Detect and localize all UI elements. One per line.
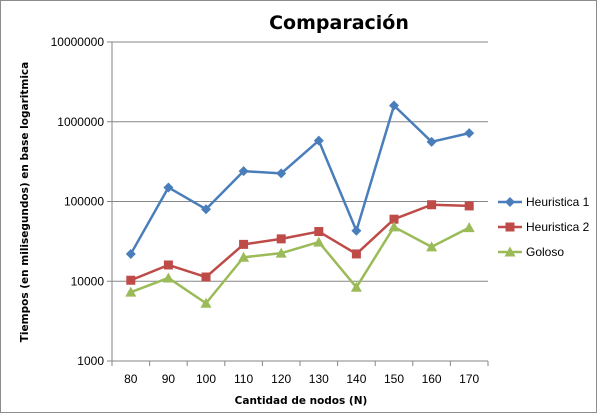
data-point <box>162 272 174 283</box>
legend-label: Heuristica 1 <box>526 195 590 209</box>
data-point <box>350 281 362 292</box>
legend-item: Goloso <box>498 245 564 259</box>
legend-item: Heuristica 2 <box>498 220 590 234</box>
x-tick-label: 80 <box>124 372 138 386</box>
data-point <box>163 260 173 270</box>
y-tick-label: 1000000 <box>57 115 104 129</box>
x-tick-label: 130 <box>309 372 329 386</box>
series-line <box>130 203 470 282</box>
x-tick-label: 90 <box>162 372 176 386</box>
data-point <box>464 201 474 211</box>
x-tick-label: 110 <box>234 372 253 386</box>
data-point <box>200 297 212 308</box>
data-point <box>464 128 475 139</box>
data-point <box>314 227 324 237</box>
chart-title: Comparación <box>269 12 409 34</box>
legend: Heuristica 1 Heuristica 2 Goloso <box>498 195 590 259</box>
series-line <box>130 225 470 305</box>
y-tick-label: 100000 <box>64 195 104 209</box>
data-point <box>275 247 287 258</box>
data-point <box>201 204 211 215</box>
data-point <box>238 166 249 177</box>
legend-item: Heuristica 1 <box>498 195 590 209</box>
legend-label: Heuristica 2 <box>526 220 590 234</box>
data-point <box>426 241 438 252</box>
data-point <box>125 286 137 297</box>
x-tick-label: 160 <box>422 372 442 386</box>
data-point <box>351 225 362 236</box>
data-point <box>276 168 287 179</box>
legend-marker <box>504 246 516 257</box>
legend-marker <box>505 197 515 207</box>
data-point <box>426 136 437 147</box>
data-point <box>389 100 399 111</box>
data-point <box>125 248 136 259</box>
data-point <box>313 135 324 146</box>
data-point <box>313 236 325 247</box>
data-point <box>238 251 250 262</box>
x-tick-label: 120 <box>271 372 291 386</box>
x-tick-label: 150 <box>384 372 404 386</box>
x-tick-label: 170 <box>459 372 479 386</box>
series-heuristica-1 <box>125 100 475 259</box>
data-point <box>276 234 286 244</box>
y-tick-label: 1000 <box>77 354 104 368</box>
legend-label: Goloso <box>526 245 564 259</box>
y-tick-label: 10000000 <box>51 35 105 49</box>
series-heuristica-2 <box>126 200 474 285</box>
data-point <box>201 272 211 282</box>
legend-marker <box>505 222 515 232</box>
series-group <box>125 100 475 308</box>
x-tick-label: 140 <box>346 372 366 386</box>
data-point <box>427 200 437 210</box>
data-point <box>388 221 400 232</box>
data-point <box>389 214 399 224</box>
data-point <box>239 239 249 249</box>
y-tick-labels: 1000 10000 100000 1000000 10000000 <box>51 35 105 368</box>
y-tick-label: 10000 <box>71 274 105 288</box>
x-tick-labels: 80 90 100 110 120 130 140 150 160 170 <box>111 361 489 386</box>
data-point <box>163 182 174 193</box>
data-point <box>463 222 475 233</box>
x-tick-label: 100 <box>196 372 216 386</box>
data-point <box>126 275 136 285</box>
x-axis-title: Cantidad de nodos (N) <box>235 395 368 407</box>
data-point <box>351 249 361 259</box>
y-axis-title: Tiempos (en milisegundos) en base logari… <box>19 62 31 342</box>
series-line <box>129 104 470 255</box>
series-goloso <box>125 221 475 308</box>
